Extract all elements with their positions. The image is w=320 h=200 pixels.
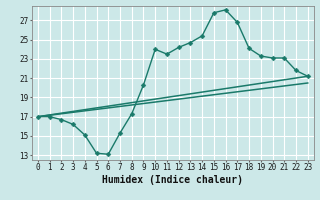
X-axis label: Humidex (Indice chaleur): Humidex (Indice chaleur) <box>102 175 243 185</box>
